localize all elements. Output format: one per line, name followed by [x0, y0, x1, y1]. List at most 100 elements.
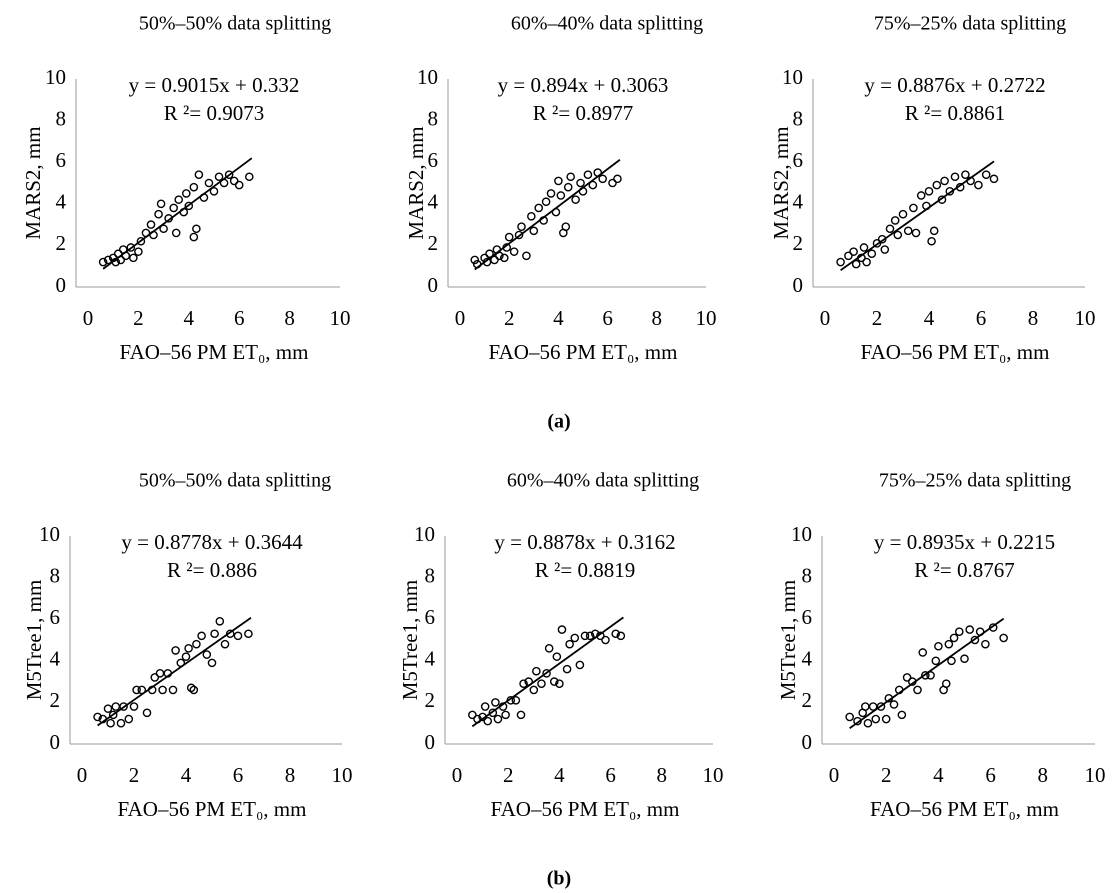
data-point	[913, 685, 922, 695]
data-point	[845, 712, 854, 722]
y-tick-label: 10	[417, 65, 438, 89]
data-point	[527, 211, 536, 221]
data-point	[583, 170, 593, 179]
data-point	[197, 631, 206, 641]
x-tick-label: 6	[605, 763, 616, 787]
data-point	[111, 702, 121, 711]
y-tick-label: 8	[802, 563, 813, 587]
data-point	[155, 668, 165, 678]
x-tick-label: 8	[1038, 763, 1049, 787]
data-point	[885, 224, 895, 234]
y-tick-label: 4	[793, 190, 804, 214]
data-point	[529, 226, 539, 236]
x-tick-label: 8	[652, 306, 663, 330]
data-point	[234, 180, 244, 190]
x-tick-label: 0	[829, 763, 840, 787]
y-tick-label: 4	[425, 647, 436, 671]
data-point	[514, 230, 524, 240]
y-tick-label: 6	[50, 605, 61, 629]
x-tick-label: 2	[133, 306, 144, 330]
x-tick-label: 0	[455, 306, 466, 330]
data-point	[146, 220, 156, 229]
data-point	[871, 714, 881, 724]
y-axis-label: M5Tree1, mm	[22, 580, 46, 701]
x-tick-label: 8	[285, 763, 296, 787]
data-point	[116, 718, 126, 728]
data-point	[616, 631, 626, 641]
y-axis-label: MARS2, mm	[404, 126, 428, 239]
x-tick-label: 10	[330, 306, 351, 330]
data-point	[532, 666, 541, 676]
data-point	[970, 635, 980, 645]
data-point	[124, 714, 134, 724]
data-point	[220, 639, 230, 649]
x-tick-label: 6	[234, 306, 245, 330]
data-point	[129, 253, 138, 263]
y-axis-label: MARS2, mm	[769, 126, 793, 239]
x-tick-label: 4	[924, 306, 935, 330]
x-tick-label: 10	[332, 763, 353, 787]
y-tick-label: 10	[791, 522, 812, 546]
x-tick-label: 10	[703, 763, 724, 787]
y-axis-label: M5Tree1, mm	[776, 580, 800, 701]
data-point	[898, 209, 908, 219]
r-squared: R ²= 0.886	[167, 558, 257, 582]
panel-label: (b)	[547, 868, 571, 890]
data-point	[861, 702, 870, 711]
data-point	[468, 710, 477, 720]
y-tick-label: 6	[802, 605, 813, 629]
data-point	[541, 197, 551, 207]
data-point	[931, 656, 941, 666]
data-point	[921, 671, 930, 680]
y-tick-label: 8	[56, 106, 67, 130]
data-point	[189, 182, 199, 192]
data-point	[480, 702, 490, 711]
y-axis-label: M5Tree1, mm	[398, 580, 422, 701]
x-tick-label: 4	[933, 763, 944, 787]
data-point	[168, 685, 178, 695]
data-point	[154, 209, 163, 219]
y-tick-label: 2	[802, 688, 813, 712]
data-point	[929, 226, 939, 236]
data-point	[867, 249, 877, 259]
x-tick-label: 6	[602, 306, 613, 330]
chart-title: 60%–40% data splitting	[507, 470, 699, 492]
data-point	[563, 182, 573, 192]
data-point	[554, 176, 563, 186]
trendline	[102, 157, 253, 270]
x-tick-label: 8	[657, 763, 668, 787]
x-tick-label: 4	[554, 763, 565, 787]
data-point	[889, 700, 899, 709]
x-axis-label: FAO–56 PM ET₀, mm	[489, 340, 678, 364]
data-point	[214, 172, 224, 182]
data-point	[954, 627, 964, 636]
r-squared: R ²= 0.8819	[535, 558, 635, 582]
chart-title: 75%–25% data splitting	[879, 470, 1071, 492]
data-point	[192, 639, 201, 649]
data-point	[918, 648, 928, 657]
x-tick-label: 8	[284, 306, 295, 330]
data-point	[534, 203, 544, 213]
data-point	[158, 685, 167, 695]
y-tick-label: 10	[782, 65, 803, 89]
data-point	[880, 245, 890, 254]
data-point	[566, 172, 576, 182]
trendline	[474, 159, 621, 271]
data-point	[119, 702, 128, 711]
data-point	[134, 247, 143, 256]
data-point	[233, 631, 243, 641]
data-point	[571, 195, 580, 204]
data-point	[189, 685, 199, 695]
x-tick-label: 2	[872, 306, 883, 330]
x-tick-label: 10	[1085, 763, 1106, 787]
x-tick-label: 10	[1075, 306, 1096, 330]
y-tick-label: 6	[793, 148, 804, 172]
x-tick-label: 2	[129, 763, 140, 787]
data-point	[924, 187, 934, 196]
data-point	[106, 718, 115, 728]
y-tick-label: 2	[50, 688, 61, 712]
data-point	[927, 236, 936, 246]
data-point	[981, 639, 990, 649]
data-point	[194, 170, 204, 179]
data-point	[585, 631, 595, 641]
